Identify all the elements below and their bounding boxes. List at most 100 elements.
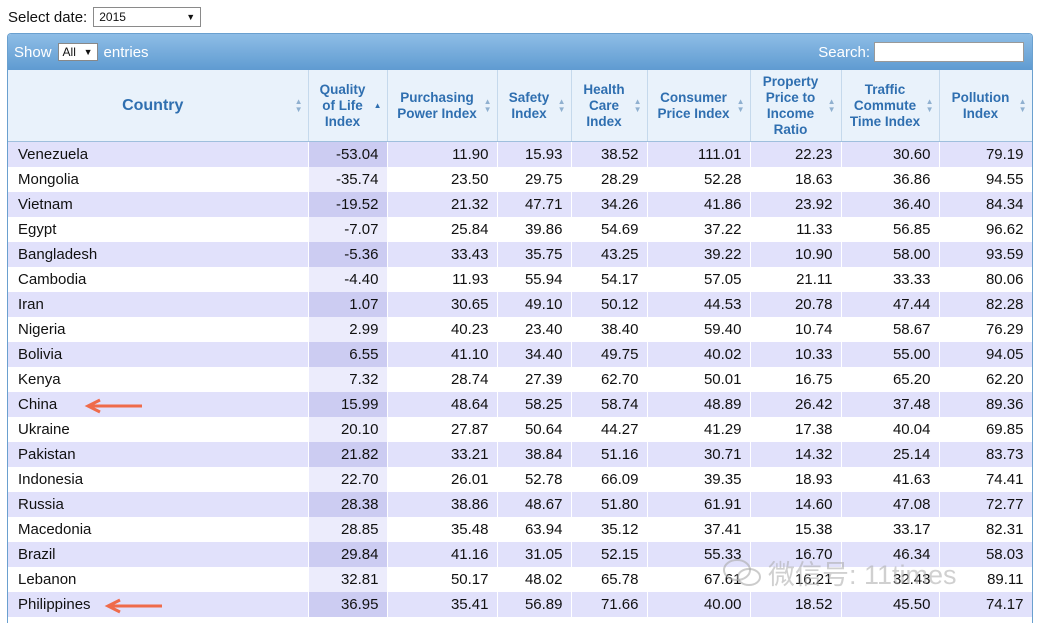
value-cell: 37.48: [841, 392, 940, 417]
value-cell: 16.70: [750, 542, 842, 567]
value-cell: 10.33: [750, 342, 842, 367]
show-label: Show: [14, 43, 52, 61]
value-cell: 71.66: [571, 592, 648, 617]
value-cell: 20.10: [308, 417, 388, 442]
value-cell: 62.70: [571, 367, 648, 392]
column-header-1[interactable]: Quality of Life Index ▲: [308, 70, 388, 142]
column-header-label: Health Care Index: [583, 81, 625, 129]
column-header-6[interactable]: Property Price to Income Ratio ▲ ▼: [750, 70, 842, 142]
value-cell: 28.74: [387, 367, 498, 392]
value-cell: -19.52: [308, 192, 388, 217]
value-cell: 51.80: [571, 492, 648, 517]
column-header-7[interactable]: Traffic Commute Time Index ▲ ▼: [841, 70, 940, 142]
value-cell: 16.75: [750, 367, 842, 392]
table-row: Kenya 7.32 28.74 27.39 62.70 50.01 16.75 65.20 6…: [8, 367, 1032, 392]
value-cell: 52.78: [497, 467, 572, 492]
table-body: Venezuela -53.04 11.90 15.93 38.52 111.01 22.2…: [8, 141, 1032, 617]
country-cell: Bolivia: [8, 342, 309, 367]
column-header-0[interactable]: Country ▲ ▼: [8, 70, 309, 142]
value-cell: 58.03: [939, 542, 1032, 567]
value-cell: 48.02: [497, 567, 572, 592]
country-cell: Macedonia: [8, 517, 309, 542]
sort-icon: ▲ ▼: [827, 96, 836, 114]
sort-icon: ▲ ▼: [925, 96, 934, 114]
table-header-row: Country ▲ ▼ Quality of Life Index ▲ Purchasin…: [8, 70, 1032, 142]
value-cell: 51.16: [571, 442, 648, 467]
value-cell: 33.21: [387, 442, 498, 467]
table-row: Ukraine 20.10 27.87 50.64 44.27 41.29 17.38 40.…: [8, 417, 1032, 442]
value-cell: 49.75: [571, 342, 648, 367]
column-header-label: Pollution Index: [951, 89, 1010, 121]
table-row: Mongolia -35.74 23.50 29.75 28.29 52.28 18.63 3…: [8, 167, 1032, 192]
watermark-text: 微信号: 11times: [768, 560, 957, 590]
table-row: Vietnam -19.52 21.32 47.71 34.26 41.86 23.92 36…: [8, 192, 1032, 217]
entries-label: entries: [103, 43, 149, 61]
value-cell: 55.33: [647, 542, 751, 567]
value-cell: 44.27: [571, 417, 648, 442]
country-cell: Vietnam: [8, 192, 309, 217]
country-cell: Egypt: [8, 217, 309, 242]
value-cell: 35.41: [387, 592, 498, 617]
value-cell: 80.06: [939, 267, 1032, 292]
column-header-label: Quality of Life Index: [319, 81, 366, 129]
value-cell: 76.29: [939, 317, 1032, 342]
table-row: Iran 1.07 30.65 49.10 50.12 44.53 20.78 47.44 82…: [8, 292, 1032, 317]
value-cell: 47.71: [497, 192, 572, 217]
sort-icon: ▲ ▼: [557, 96, 566, 114]
value-cell: 17.38: [750, 417, 842, 442]
value-cell: 21.11: [750, 267, 842, 292]
entries-select[interactable]: All ▼: [57, 43, 98, 61]
value-cell: 48.64: [387, 392, 498, 417]
value-cell: 10.90: [750, 242, 842, 267]
value-cell: 18.63: [750, 167, 842, 192]
philippines-arrow-icon: [104, 598, 162, 614]
column-header-8[interactable]: Pollution Index ▲ ▼: [939, 70, 1032, 142]
value-cell: 33.17: [841, 517, 940, 542]
table-row: Pakistan 21.82 33.21 38.84 51.16 30.71 14.32 25…: [8, 442, 1032, 467]
value-cell: 44.53: [647, 292, 751, 317]
value-cell: 89.36: [939, 392, 1032, 417]
table-wrapper: Show All ▼ entries Search: Country ▲ ▼ Qual…: [7, 33, 1033, 623]
value-cell: 11.90: [387, 141, 498, 167]
country-cell: Pakistan: [8, 442, 309, 467]
country-cell: Iran: [8, 292, 309, 317]
value-cell: 38.52: [571, 141, 648, 167]
search-input[interactable]: [874, 42, 1024, 62]
value-cell: 52.15: [571, 542, 648, 567]
column-header-3[interactable]: Safety Index ▲ ▼: [497, 70, 572, 142]
value-cell: 46.34: [841, 542, 940, 567]
table-row: Bolivia 6.55 41.10 34.40 49.75 40.02 10.33 55.0…: [8, 342, 1032, 367]
value-cell: 23.92: [750, 192, 842, 217]
value-cell: 34.26: [571, 192, 648, 217]
value-cell: 111.01: [647, 141, 751, 167]
value-cell: 32.43: [841, 567, 940, 592]
country-cell: Brazil: [8, 542, 309, 567]
value-cell: 28.85: [308, 517, 388, 542]
value-cell: 39.35: [647, 467, 751, 492]
sort-icon: ▲ ▼: [633, 96, 642, 114]
value-cell: 14.32: [750, 442, 842, 467]
value-cell: 1.07: [308, 292, 388, 317]
value-cell: 20.78: [750, 292, 842, 317]
value-cell: 41.86: [647, 192, 751, 217]
value-cell: 62.20: [939, 367, 1032, 392]
column-header-5[interactable]: Consumer Price Index ▲ ▼: [647, 70, 751, 142]
date-filter-label: Select date:: [8, 8, 88, 26]
value-cell: 58.00: [841, 242, 940, 267]
column-header-label: Traffic Commute Time Index: [849, 81, 921, 129]
date-filter: Select date: 2015 ▼: [8, 6, 202, 28]
date-select[interactable]: 2015 ▼: [93, 7, 202, 27]
value-cell: 40.00: [647, 592, 751, 617]
column-header-4[interactable]: Health Care Index ▲ ▼: [571, 70, 648, 142]
value-cell: 28.38: [308, 492, 388, 517]
value-cell: 43.25: [571, 242, 648, 267]
value-cell: 15.38: [750, 517, 842, 542]
sort-ascending-icon: ▲: [373, 100, 382, 110]
value-cell: 11.93: [387, 267, 498, 292]
column-header-2[interactable]: Purchasing Power Index ▲ ▼: [387, 70, 498, 142]
value-cell: 65.20: [841, 367, 940, 392]
value-cell: 14.60: [750, 492, 842, 517]
value-cell: 30.65: [387, 292, 498, 317]
value-cell: 25.84: [387, 217, 498, 242]
value-cell: 55.00: [841, 342, 940, 367]
